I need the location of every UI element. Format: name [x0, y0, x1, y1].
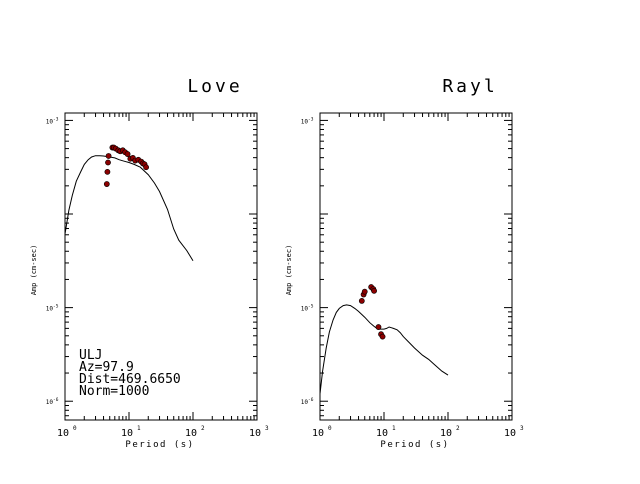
y-tick-label-exponent: -3	[53, 116, 59, 122]
x-tick-label: 10	[249, 428, 261, 439]
x-tick-label: 10	[440, 428, 452, 439]
observed-point-love	[103, 181, 110, 187]
y-tick-label: 10	[46, 118, 54, 125]
x-axis-label-rayleigh: Period (s)	[380, 440, 449, 450]
y-tick-label: 10	[301, 399, 309, 406]
y-tick-label-exponent: -6	[53, 397, 59, 403]
y-tick-label: 10	[301, 306, 309, 313]
x-tick-label-exponent: 2	[201, 425, 205, 432]
observed-point-love	[143, 164, 149, 171]
model-curve-love	[64, 155, 194, 262]
plot-frame	[319, 112, 513, 421]
y-tick-label-exponent: -3	[308, 116, 314, 122]
model-curve-rayleigh	[319, 304, 449, 394]
observed-point-rayleigh	[361, 288, 368, 295]
observed-point-rayleigh	[379, 333, 386, 340]
x-tick-label: 10	[312, 428, 324, 439]
x-tick-label-exponent: 1	[137, 425, 141, 432]
x-tick-label: 10	[121, 428, 133, 439]
x-tick-label-exponent: 0	[73, 425, 77, 432]
x-tick-label: 10	[57, 428, 69, 439]
panel-rayleigh: Rayl Amp (cm-sec) Period (s)	[285, 76, 497, 450]
x-tick-label-exponent: 2	[456, 425, 460, 432]
x-tick-label-exponent: 0	[328, 425, 332, 432]
x-tick-label-exponent: 1	[392, 425, 396, 432]
x-tick-label: 10	[504, 428, 516, 439]
y-tick-label-exponent: -5	[308, 304, 314, 310]
panel-title-rayleigh: Rayl	[442, 76, 497, 97]
annotation-block-love: ULJ Az=97.9 Dist=469.6650 Norm=1000	[79, 348, 181, 399]
y-tick-label: 10	[46, 399, 54, 406]
y-tick-label: 10	[301, 118, 309, 125]
observed-point-rayleigh	[371, 287, 377, 294]
distance-label: Dist=469.6650	[79, 372, 181, 387]
y-axis-label-love: Amp (cm-sec)	[30, 245, 38, 296]
observed-point-love	[105, 159, 111, 166]
observed-point-rayleigh	[358, 297, 365, 304]
x-tick-label-exponent: 3	[520, 425, 524, 432]
observed-point-love	[124, 151, 131, 157]
x-tick-label-exponent: 3	[265, 425, 269, 432]
observed-point-rayleigh	[375, 324, 382, 330]
x-tick-label: 10	[185, 428, 197, 439]
x-axis-label-love: Period (s)	[125, 440, 194, 450]
azimuth-label: Az=97.9	[79, 360, 134, 375]
observed-point-love	[105, 153, 112, 159]
plot-area-rayleigh: 10 0 10 1 10 2 10 310 -610 -510 -3	[301, 112, 524, 439]
x-tick-label: 10	[376, 428, 388, 439]
station-code: ULJ	[79, 348, 102, 363]
observed-point-love	[104, 168, 111, 175]
plot-area-love: 10 0 10 1 10 2 10 310 -610 -510 -3	[46, 112, 269, 439]
y-tick-label: 10	[46, 306, 54, 313]
y-tick-label-exponent: -6	[308, 397, 314, 403]
plot-frame	[64, 112, 258, 421]
panel-love: Love Amp (cm-sec) Period (s) ULJ Az=97.9…	[30, 76, 242, 450]
y-axis-label-rayleigh: Amp (cm-sec)	[285, 245, 293, 296]
y-tick-label-exponent: -5	[53, 304, 59, 310]
norm-label: Norm=1000	[79, 384, 149, 399]
panel-title-love: Love	[187, 76, 242, 97]
